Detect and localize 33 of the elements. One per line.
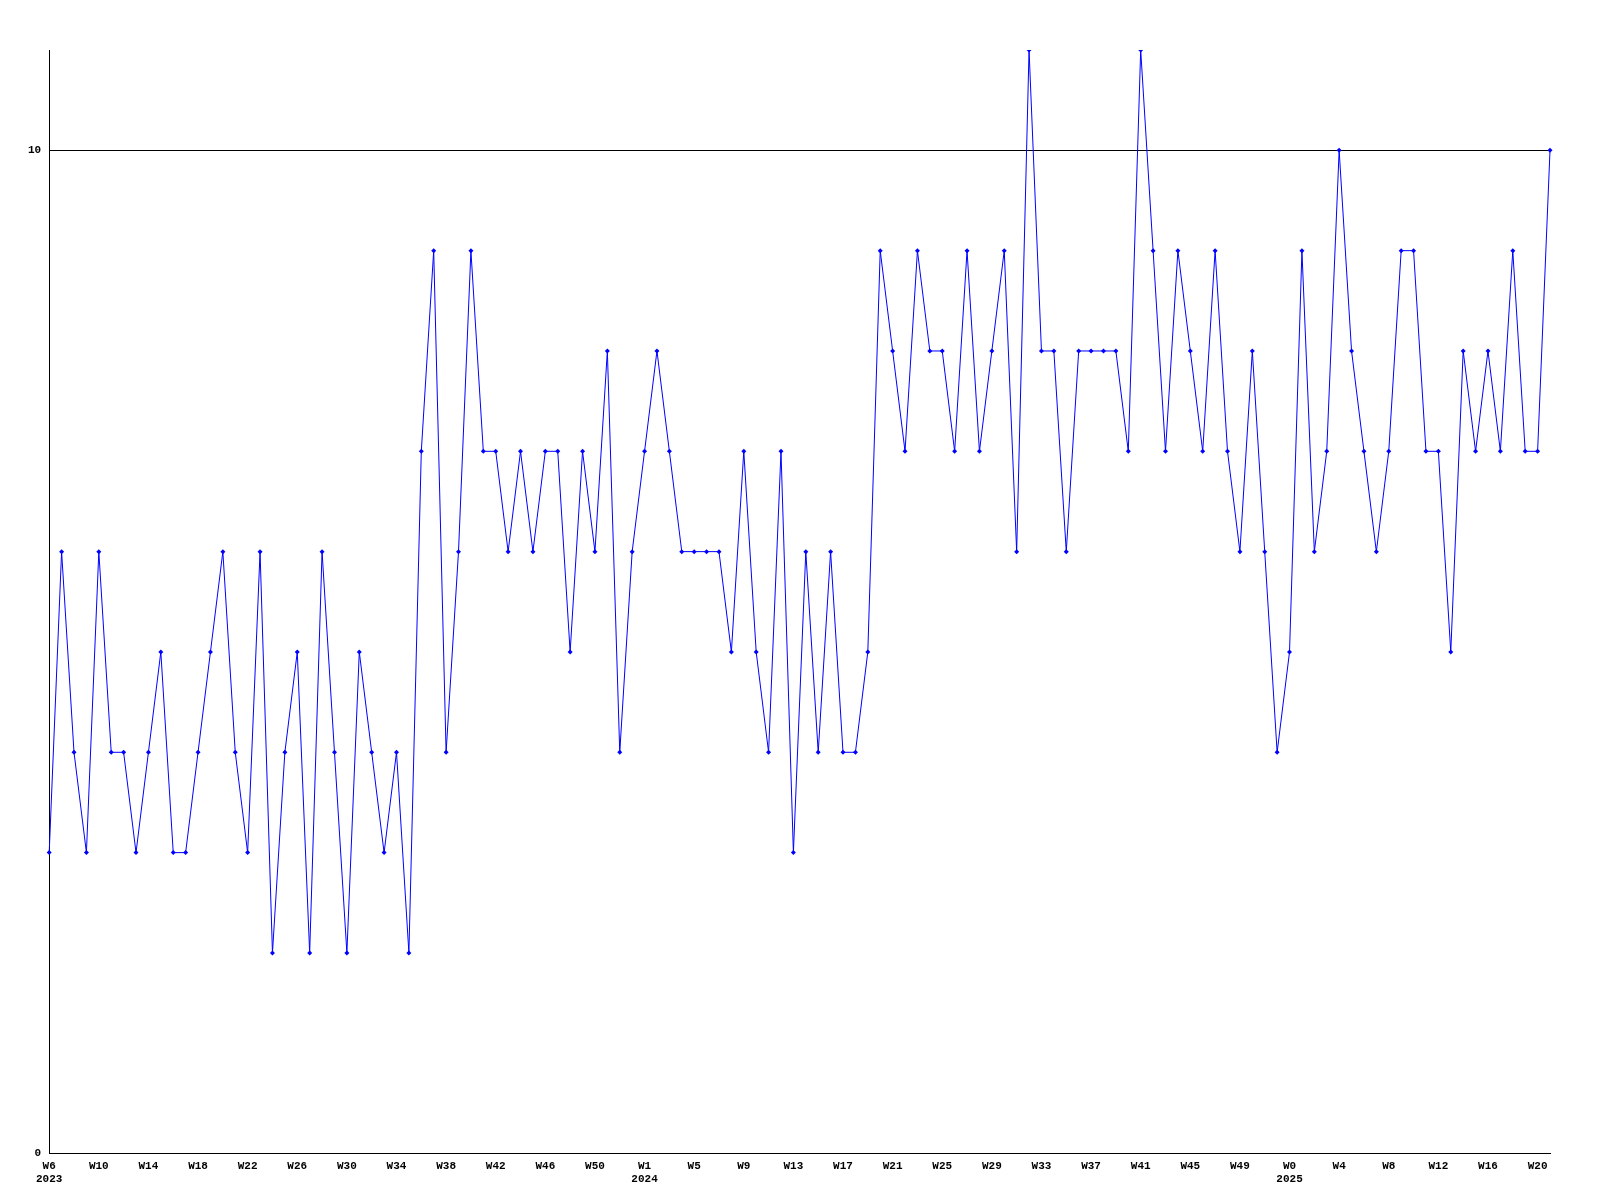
x-tick-label: W34: [386, 1159, 407, 1172]
x-tick-label: W45: [1180, 1159, 1201, 1172]
x-tick-label: W41: [1130, 1159, 1151, 1172]
x-tick-label: W6 2023: [36, 1159, 63, 1186]
x-tick-label: W9: [737, 1159, 751, 1172]
x-tick-label: W10: [88, 1159, 109, 1172]
x-tick-label: W21: [882, 1159, 903, 1172]
x-tick-label: W20: [1527, 1159, 1548, 1172]
x-tick-label: W0 2025: [1276, 1159, 1304, 1186]
x-tick-label: W5: [687, 1159, 702, 1172]
x-tick-label: W16: [1478, 1159, 1498, 1172]
x-tick-label: W8: [1382, 1159, 1396, 1172]
x-tick-label: W17: [833, 1159, 853, 1172]
x-tick-label: W29: [981, 1159, 1002, 1172]
x-tick-label: W46: [535, 1159, 556, 1172]
x-tick-label: W42: [485, 1159, 506, 1172]
x-tick-label: W38: [436, 1159, 457, 1172]
x-tick-label: W33: [1031, 1159, 1052, 1172]
x-tick-label: W14: [138, 1159, 159, 1172]
x-tick-label: W37: [1081, 1159, 1101, 1172]
x-tick-label: W1 2024: [631, 1159, 659, 1186]
x-tick-label: W13: [783, 1159, 804, 1172]
x-tick-label: W22: [237, 1159, 258, 1172]
x-tick-label: W25: [932, 1159, 953, 1172]
x-tick-label: W30: [336, 1159, 357, 1172]
y-tick-label: 0: [34, 1147, 42, 1160]
x-tick-label: W18: [188, 1159, 209, 1172]
x-tick-label: W49: [1230, 1159, 1250, 1172]
x-tick-label: W26: [287, 1159, 308, 1172]
x-tick-label: W50: [585, 1159, 605, 1172]
x-tick-label: W12: [1428, 1159, 1449, 1172]
x-tick-label: W4: [1332, 1159, 1347, 1172]
y-tick-label: 10: [28, 144, 42, 157]
